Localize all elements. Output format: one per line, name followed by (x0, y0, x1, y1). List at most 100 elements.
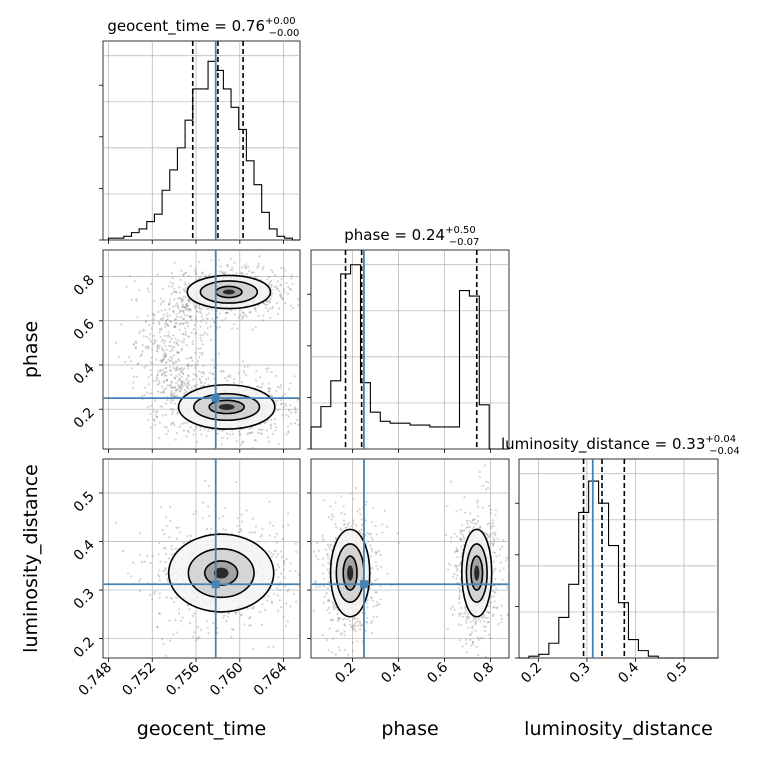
panel-luminosity_distance-vs-phase-scatter-point (492, 536, 495, 539)
panel-luminosity_distance-vs-phase-scatter-point (445, 505, 448, 508)
panel-luminosity_distance-vs-geocent_time-scatter-point (157, 573, 160, 577)
panel-phase-vs-geocent_time-scatter-point (263, 421, 266, 424)
panel-phase-vs-geocent_time-scatter-point (174, 395, 177, 398)
panel-phase-vs-geocent_time-scatter-point (154, 423, 157, 426)
panel-phase-vs-geocent_time-scatter-point (176, 351, 179, 354)
panel-luminosity_distance-vs-geocent_time-scatter-point (164, 553, 168, 556)
panel-phase-vs-geocent_time-scatter-point (159, 405, 162, 408)
panel-luminosity_distance-vs-phase-scatter-point (465, 615, 468, 618)
panel-phase-vs-geocent_time-scatter-point (194, 364, 197, 367)
panel-phase-vs-geocent_time-scatter-point (185, 357, 188, 360)
panel-phase-vs-geocent_time-ylabel: phase (20, 321, 42, 378)
panel-phase-vs-geocent_time-scatter-point (221, 369, 224, 372)
panel-luminosity_distance-vs-geocent_time-scatter-point (267, 646, 270, 649)
panel-phase-vs-geocent_time-scatter-point (186, 364, 189, 367)
panel-phase-vs-geocent_time-scatter-point (187, 299, 190, 302)
panel-phase-vs-geocent_time-scatter-point (188, 282, 191, 285)
panel-phase-vs-geocent_time-scatter-point (138, 332, 141, 335)
panel-phase-vs-geocent_time-scatter-point (185, 321, 188, 324)
panel-phase-vs-geocent_time-scatter-point (168, 344, 171, 347)
panel-luminosity_distance-vs-phase-scatter-point (455, 565, 458, 569)
panel-luminosity_distance-vs-geocent_time-scatter-point (285, 602, 288, 605)
panel-luminosity_distance-vs-geocent_time-scatter-point (248, 531, 252, 534)
hist-geocent_time-title: geocent_time = 0.76+0.00 (107, 16, 295, 36)
panel-phase-vs-geocent_time-scatter-point (242, 440, 245, 443)
panel-phase-vs-geocent_time-scatter-point (164, 323, 167, 326)
panel-phase-vs-geocent_time-scatter-point (280, 402, 283, 405)
panel-phase-vs-geocent_time-scatter-point (182, 288, 186, 291)
panel-luminosity_distance-vs-phase-scatter-point (316, 541, 319, 545)
panel-phase-vs-geocent_time-scatter-point (226, 379, 229, 382)
panel-phase-vs-geocent_time-scatter-point (165, 321, 168, 324)
panel-luminosity_distance-vs-geocent_time-scatter-point (306, 551, 308, 553)
panel-phase-vs-geocent_time-scatter-point (274, 429, 277, 432)
panel-phase-vs-geocent_time-scatter-point (199, 428, 202, 431)
panel-luminosity_distance-vs-phase-scatter-point (471, 625, 474, 628)
panel-luminosity_distance-vs-phase-scatter-point (486, 533, 489, 536)
panel-luminosity_distance-vs-phase-scatter-point (494, 567, 497, 571)
panel-luminosity_distance-vs-phase-scatter-point (386, 525, 389, 528)
panel-phase-vs-geocent_time-scatter-point (171, 413, 174, 416)
panel-phase-vs-geocent_time-scatter-point (179, 291, 182, 294)
panel-phase-vs-geocent_time-scatter-point (241, 360, 245, 363)
panel-phase-vs-geocent_time-scatter-point (206, 317, 209, 321)
panel-phase-vs-geocent_time-scatter-point (166, 335, 169, 338)
panel-phase-vs-geocent_time-scatter-point (284, 250, 287, 251)
panel-luminosity_distance-vs-phase-scatter-point (343, 623, 346, 626)
panel-phase-vs-geocent_time-scatter-point (143, 394, 146, 397)
panel-luminosity_distance-vs-geocent_time-scatter-point (278, 599, 281, 602)
panel-phase-vs-geocent_time-scatter-point (238, 433, 241, 436)
panel-luminosity_distance-vs-phase-scatter-point (326, 608, 329, 612)
panel-phase-vs-geocent_time-scatter-point (313, 413, 315, 415)
panel-phase-vs-geocent_time-scatter-point (193, 304, 196, 307)
panel-phase-vs-geocent_time-scatter-point (176, 351, 179, 354)
panel-phase-vs-geocent_time-scatter-point (146, 314, 149, 317)
panel-luminosity_distance-vs-geocent_time-scatter-point (170, 545, 173, 548)
panel-phase-vs-geocent_time-scatter-point (211, 358, 214, 361)
panel-luminosity_distance-vs-geocent_time-scatter-point (171, 597, 174, 601)
panel-luminosity_distance-vs-geocent_time-scatter-point (334, 520, 336, 522)
panel-phase-vs-geocent_time-scatter-point (241, 272, 244, 275)
panel-luminosity_distance-vs-geocent_time-xlabel: geocent_time (137, 718, 266, 740)
panel-phase-vs-geocent_time-scatter-point (181, 380, 184, 383)
panel-luminosity_distance-vs-geocent_time-scatter-point (166, 578, 169, 581)
panel-luminosity_distance-vs-phase-scatter-point (491, 522, 494, 525)
panel-phase-vs-geocent_time-scatter-point (271, 292, 274, 295)
panel-phase-vs-geocent_time-scatter-point (183, 367, 186, 370)
panel-luminosity_distance-vs-geocent_time-scatter-point (277, 563, 280, 566)
panel-luminosity_distance-vs-geocent_time-scatter-point (84, 530, 86, 532)
panel-phase-vs-geocent_time-scatter-point (142, 335, 145, 338)
panel-luminosity_distance-vs-phase-scatter-point (499, 561, 502, 564)
panel-luminosity_distance-vs-phase-scatter-point (358, 530, 361, 533)
panel-phase-vs-geocent_time-scatter-point (176, 367, 179, 370)
panel-phase-vs-geocent_time-scatter-point (168, 303, 171, 306)
panel-luminosity_distance-vs-geocent_time-scatter-point (272, 524, 275, 527)
panel-phase-vs-geocent_time-scatter-point (158, 421, 161, 424)
panel-phase-vs-geocent_time-scatter-point (133, 280, 137, 283)
panel-phase-vs-geocent_time-scatter-point (194, 332, 198, 335)
panel-phase-vs-geocent_time-scatter-point (283, 274, 286, 277)
panel-phase-vs-geocent_time-scatter-point (165, 379, 168, 382)
panel-phase-vs-geocent_time-scatter-point (195, 383, 198, 386)
panel-luminosity_distance-vs-geocent_time-scatter-point (298, 553, 300, 556)
panel-phase-vs-geocent_time-scatter-point (202, 334, 205, 337)
panel-phase-vs-geocent_time-scatter-point (156, 373, 159, 376)
panel-luminosity_distance-vs-phase-scatter-point (451, 613, 454, 616)
panel-luminosity_distance-vs-phase-scatter-point (370, 536, 373, 539)
panel-phase-vs-geocent_time-scatter-point (303, 298, 305, 300)
panel-luminosity_distance-vs-geocent_time-scatter-point (139, 578, 142, 581)
panel-phase-vs-geocent_time-scatter-point (333, 428, 335, 430)
panel-luminosity_distance-vs-phase-scatter-point (350, 626, 353, 629)
panel-luminosity_distance-vs-phase-scatter-point (371, 599, 374, 602)
panel-luminosity_distance-vs-phase-scatter-point (493, 534, 497, 537)
panel-luminosity_distance-vs-geocent_time-scatter-point (278, 589, 282, 592)
panel-luminosity_distance-vs-phase-scatter-point (468, 530, 471, 533)
panel-luminosity_distance-vs-geocent_time-scatter-point (246, 607, 249, 610)
panel-phase-vs-geocent_time-scatter-point (216, 316, 219, 319)
panel-luminosity_distance-vs-geocent_time-scatter-point (268, 500, 271, 503)
panel-luminosity_distance-vs-geocent_time-scatter-point (314, 485, 316, 487)
panel-phase-vs-geocent_time-scatter-point (237, 372, 240, 375)
panel-phase-vs-geocent_time-scatter-point (207, 312, 210, 315)
panel-phase-vs-geocent_time-scatter-point (124, 360, 127, 364)
panel-luminosity_distance-vs-geocent_time-scatter-point (301, 559, 303, 561)
